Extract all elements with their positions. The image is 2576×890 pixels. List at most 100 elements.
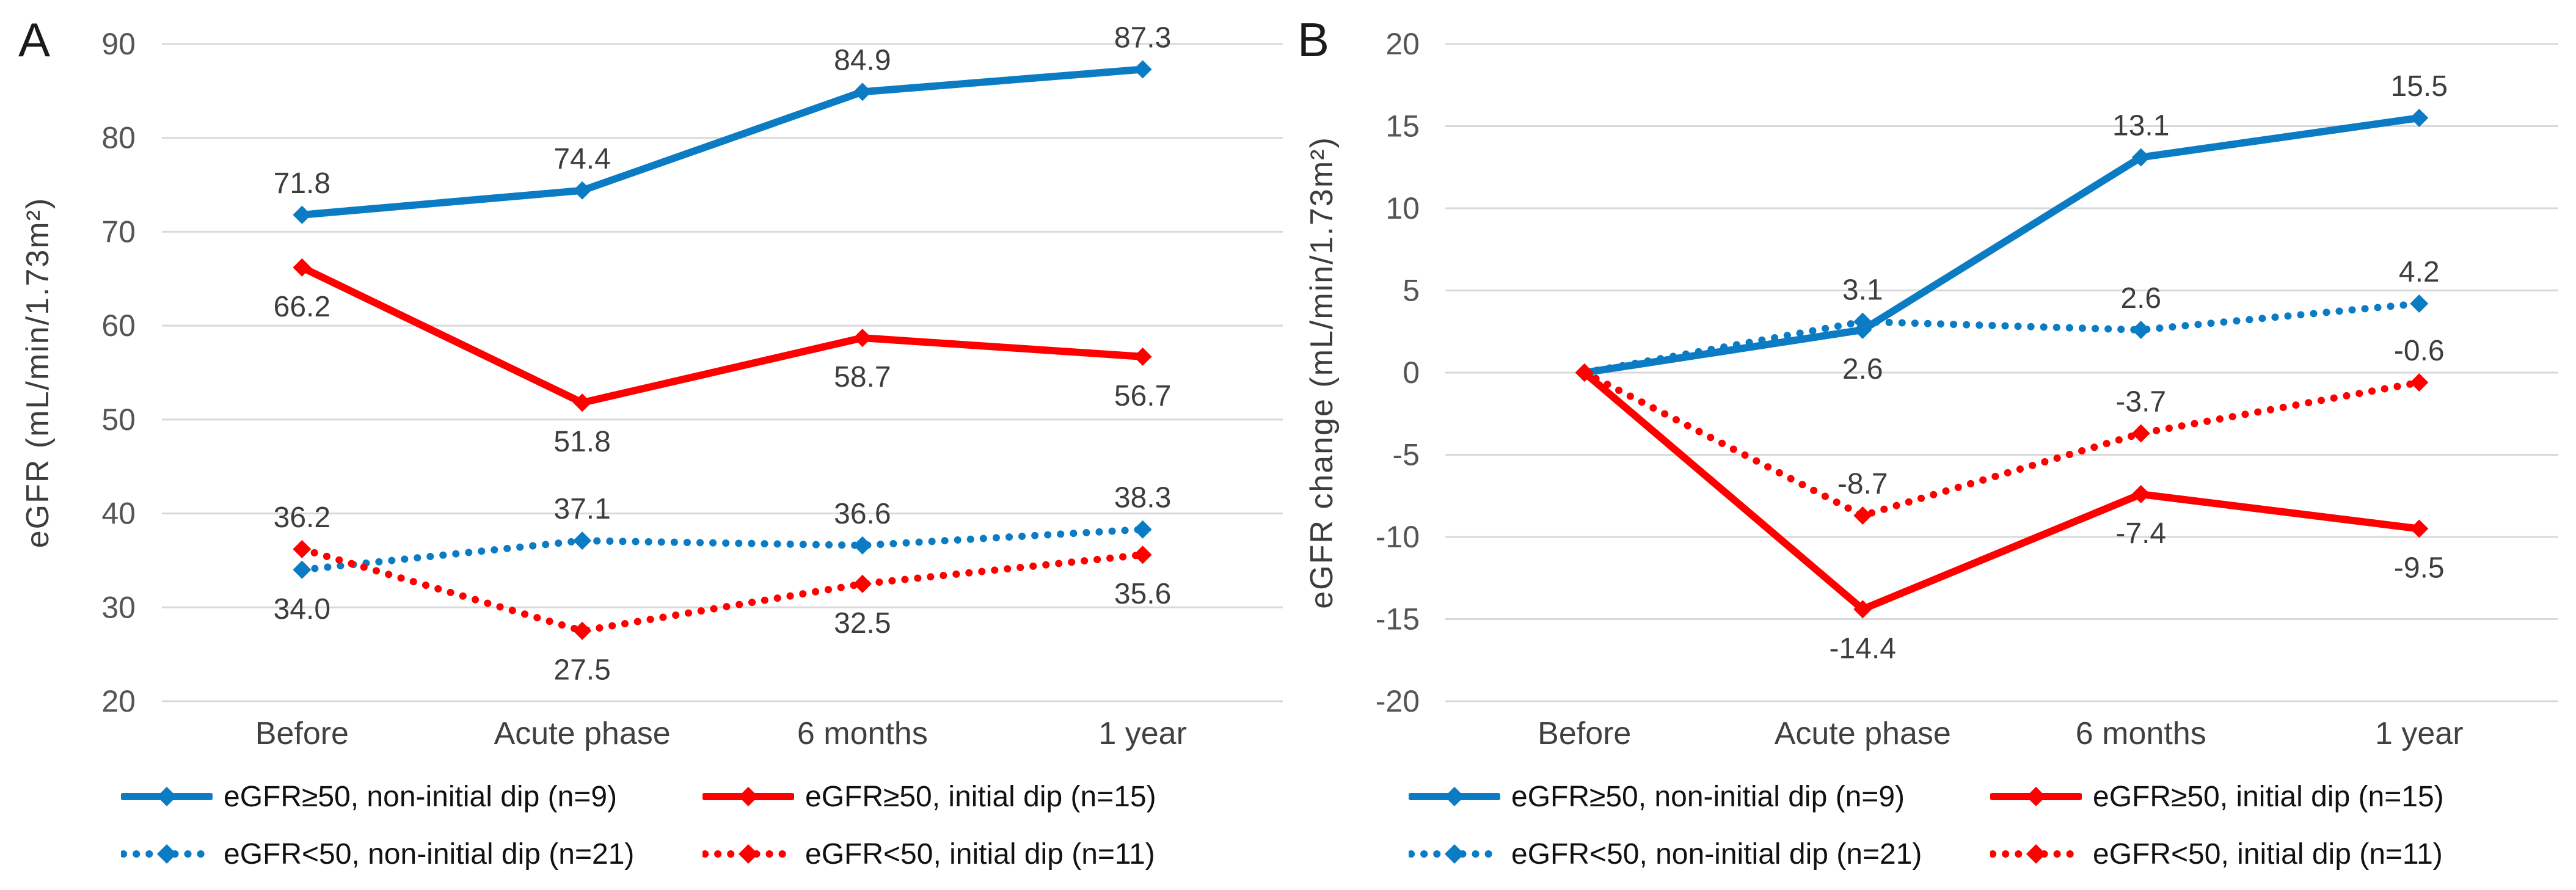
data-label: 56.7 [1114, 380, 1171, 412]
y-tick-label: -5 [1393, 438, 1420, 472]
panel-b-letter: B [1297, 13, 1330, 67]
legend-label: eGFR<50, non-initial dip (n=21) [224, 837, 635, 870]
y-tick-label: 40 [101, 497, 136, 531]
dotted-series-line [1580, 300, 2423, 376]
data-point-marker [1133, 545, 1152, 564]
panel-a: A eGFR (mL/min/1.73m²) 90 80 70 60 50 40 30 20 B… [0, 13, 1288, 876]
red-solid-line-with-diamond-icon [702, 787, 794, 806]
data-label: -0.6 [2394, 335, 2445, 367]
data-point-marker [2410, 294, 2429, 313]
series-egfr-50-non-initial-dip-n-21: 3.1 2.6 4.2 [1575, 256, 2440, 382]
y-tick-label: 30 [101, 590, 136, 624]
blue-solid-line-with-diamond-icon [121, 787, 213, 806]
legend-row: eGFR<50, non-initial dip (n=21) eGFR<50, … [1288, 832, 2576, 876]
x-category-label: Acute phase [494, 716, 671, 751]
y-tick-label: 20 [1385, 27, 1420, 61]
y-tick-label: 50 [101, 403, 136, 437]
data-point-marker [2131, 148, 2150, 167]
data-label: 34.0 [274, 593, 330, 626]
dotted-series-line [1580, 369, 2423, 520]
data-label: 74.4 [553, 143, 610, 175]
red-dotted-line-with-diamond-icon [702, 844, 794, 864]
blue-dotted-line-with-diamond-icon [121, 844, 213, 864]
data-point-marker [853, 574, 872, 593]
data-label: 35.6 [1114, 578, 1171, 610]
data-label: 71.8 [274, 167, 330, 200]
data-label: 36.6 [834, 498, 891, 530]
data-point-marker [573, 181, 592, 200]
data-label: 27.5 [553, 654, 610, 687]
data-point-marker [573, 621, 592, 640]
red-solid-line-with-diamond-icon [1990, 787, 2082, 806]
dotted-series-line [298, 525, 1147, 574]
y-tick-label: -20 [1376, 684, 1420, 718]
y-tick-label: 60 [101, 308, 136, 343]
data-point-marker [2131, 321, 2150, 340]
legend-entry-egfr-50-initial-dip-n-15: eGFR≥50, initial dip (n=15) [702, 780, 1284, 814]
legend-label: eGFR≥50, initial dip (n=15) [805, 780, 1156, 813]
legend-label: eGFR≥50, initial dip (n=15) [2093, 780, 2444, 813]
legend-row: eGFR≥50, non-initial dip (n=9) eGFR≥50, i… [1288, 775, 2576, 819]
data-label: -14.4 [1830, 632, 1896, 665]
data-point-marker [1575, 363, 1594, 382]
x-category-label: 6 months [2076, 716, 2206, 751]
data-point-marker [1133, 347, 1152, 366]
legend-entry-egfr-50-non-initial-dip-n-9: eGFR≥50, non-initial dip (n=9) [121, 780, 702, 814]
data-point-marker [2131, 424, 2150, 443]
data-point-marker [573, 531, 592, 550]
data-label: 4.2 [2399, 256, 2440, 288]
data-label: 51.8 [553, 426, 610, 458]
data-label: 2.6 [2120, 282, 2161, 315]
legend-entry-egfr-50-initial-dip-n-11: eGFR<50, initial dip (n=11) [702, 837, 1284, 871]
dotted-series-line [298, 545, 1147, 635]
data-label: 32.5 [834, 607, 891, 640]
x-category-label: 1 year [2375, 716, 2464, 751]
data-point-marker [853, 536, 872, 555]
data-label: 36.2 [274, 502, 330, 534]
panel-a-letter: A [18, 13, 51, 67]
x-axis-category-labels: Before Acute phase 6 months 1 year [255, 716, 1187, 751]
solid-series-line [1580, 114, 2423, 376]
solid-series-line [298, 263, 1147, 407]
panel-b-legend: eGFR≥50, non-initial dip (n=9) eGFR≥50, i… [1288, 775, 2576, 889]
panel-b: B eGFR change (mL/min/1.73m²) 20 15 10 5 0 -5… [1288, 0, 2576, 890]
data-point-marker [2410, 373, 2429, 392]
legend-row: eGFR<50, non-initial dip (n=21) eGFR<50, … [0, 832, 1288, 876]
series-egfr-50-non-initial-dip-n-21: 34.0 37.1 36.6 38.3 [274, 482, 1172, 626]
data-label: 66.2 [274, 291, 330, 323]
data-label: 84.9 [834, 44, 891, 76]
data-point-marker [2410, 519, 2429, 538]
data-point-marker [2131, 485, 2150, 504]
y-tick-label: 70 [101, 214, 136, 249]
data-point-marker [293, 560, 312, 579]
legend-label: eGFR≥50, non-initial dip (n=9) [1511, 780, 1905, 813]
y-tick-label: 90 [101, 27, 136, 61]
x-category-label: Before [255, 716, 349, 751]
blue-solid-line-with-diamond-icon [1409, 787, 1500, 806]
series-egfr-50-non-initial-dip-n-9: 2.6 13.1 15.5 [1575, 70, 2448, 385]
series-egfr-50-initial-dip-n-15: -14.4 -7.4 -9.5 [1575, 363, 2445, 665]
legend-label: eGFR<50, initial dip (n=11) [805, 837, 1155, 870]
legend-entry-egfr-50-initial-dip-n-15: eGFR≥50, initial dip (n=15) [1990, 780, 2572, 814]
y-tick-label: 80 [101, 121, 136, 155]
x-category-label: 6 months [797, 716, 928, 751]
y-tick-label: 0 [1403, 356, 1420, 390]
y-tick-label: 15 [1385, 109, 1420, 144]
x-category-label: 1 year [1098, 716, 1187, 751]
panel-b-chart: 20 15 10 5 0 -5 -10 -15 -20 Before Acute phase 6 mo… [1376, 27, 2558, 751]
data-point-marker [293, 539, 312, 558]
legend-entry-egfr-50-non-initial-dip-n-9: eGFR≥50, non-initial dip (n=9) [1409, 780, 1990, 814]
data-label: 13.1 [2112, 110, 2169, 142]
panel-a-chart: 90 80 70 60 50 40 30 20 Before Acute phase 6 month… [101, 22, 1283, 751]
y-axis-tick-labels: 20 15 10 5 0 -5 -10 -15 -20 [1376, 27, 1420, 718]
data-point-marker [853, 82, 872, 101]
solid-series-line [298, 65, 1147, 219]
solid-series-line [1580, 369, 2423, 613]
y-axis-tick-labels: 90 80 70 60 50 40 30 20 [101, 27, 136, 718]
red-dotted-line-with-diamond-icon [1990, 844, 2082, 864]
data-point-marker [1853, 321, 1872, 340]
data-point-marker [573, 393, 592, 412]
data-label: 2.6 [1842, 353, 1883, 385]
series-egfr-50-non-initial-dip-n-9: 71.8 74.4 84.9 87.3 [274, 22, 1171, 224]
